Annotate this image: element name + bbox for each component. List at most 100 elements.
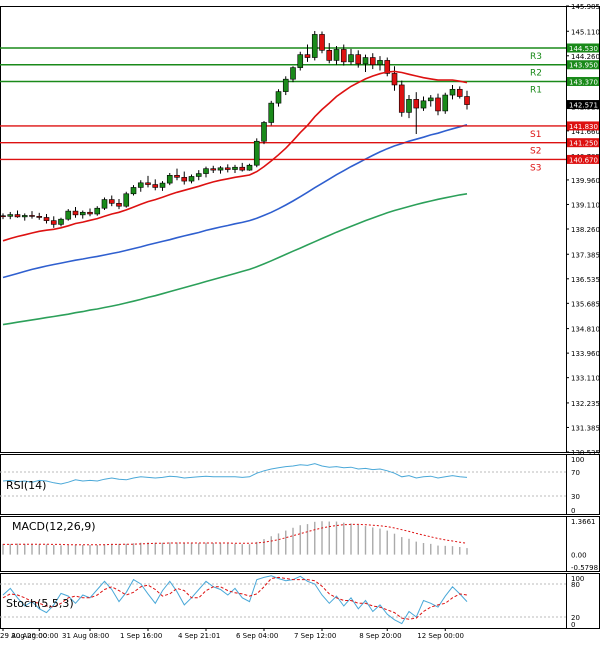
price-y-tick-label: 134.810 [571,326,600,334]
candle-body [94,207,101,215]
macd-panel[interactable]: 1.3661 0.00 -0.5798 MACD(12,26,9) [2,518,598,572]
price-y-tick-label: 141.660 [571,128,600,136]
time-tick-label: 1 Sep 16:00 [120,632,162,640]
rsi-panel[interactable]: 100 70 30 0 RSI(14) [0,456,584,515]
candle-body [188,176,195,182]
price-y-tick-label: 133.110 [571,375,600,383]
level-name-s3: S3 [530,163,541,173]
candle-body [369,57,376,66]
candle-body [435,97,441,112]
macd-signal-line [3,523,468,546]
candle-body [362,57,369,65]
stoch-y-tick-label: 100 [571,575,584,583]
stoch-y-tick-label: 20 [571,614,580,622]
price-y-tick-label: 145.110 [571,28,600,36]
price-y-tick-label: 131.385 [571,424,600,432]
macd-y-tick-label: 1.3661 [571,518,596,526]
stoch-y-tick-label: 0 [571,621,575,629]
price-frame [0,6,600,453]
candle-body [116,203,122,207]
candle-body [87,211,93,215]
current-price-tag [567,100,599,110]
macd-y-tick-label: -0.5798 [571,564,598,572]
candle-body [224,167,231,170]
candle-body [384,60,391,74]
price-panel[interactable]: 145.985145.110144.260143.385142.510141.6… [0,3,600,457]
candle-body [253,140,260,166]
candle-body [398,84,405,113]
candle-body [239,166,246,171]
price-y-tick-label: 144.260 [571,53,600,61]
candle-body [174,175,180,178]
candle-body [65,210,72,220]
rsi-title: RSI(14) [6,479,46,492]
time-tick-label: 4 Sep 21:01 [178,632,220,640]
level-tag-label: 143.370 [569,78,598,86]
price-y-tick-label: 130.535 [571,449,600,457]
candle-body [137,182,144,188]
candle-body [456,88,463,97]
price-y-tick-label: 139.110 [571,201,600,209]
level-tag-r3 [567,43,599,53]
candle-body [326,50,333,61]
stoch-title: Stoch(5,5,3) [6,597,74,610]
candle-body [427,97,434,102]
ma-slow-line [2,193,468,326]
candle-body [348,54,354,63]
level-name-r3: R3 [530,52,542,62]
candle-body [108,199,115,204]
candle-body [123,193,130,207]
level-tag-label: 143.950 [569,62,598,70]
candle-body [181,177,188,182]
level-tag-r2 [567,60,599,70]
candle-body [391,73,398,86]
candle-body [406,99,412,113]
macd-title: MACD(12,26,9) [12,520,96,533]
candle-body [166,175,173,184]
candle-body [268,102,275,123]
price-y-tick-label: 139.960 [571,177,600,185]
price-y-tick-label: 132.235 [571,400,600,408]
candle-body [79,211,86,216]
rsi-y-tick-label: 100 [571,456,584,464]
candle-body [50,220,57,225]
level-name-r2: R2 [530,69,542,79]
stoch-k-line [2,575,468,625]
level-tag-label: 140.670 [569,156,598,164]
candle-body [355,54,362,65]
current-price-label: 142.571 [569,102,598,110]
candle-body [217,167,224,171]
rsi-y-tick-label: 0 [571,507,575,515]
time-tick-label: 31 Aug 08:00 [62,632,109,640]
candle-body [101,199,108,209]
rsi-frame [0,454,600,515]
candle-body [203,168,209,174]
candle-body [21,215,28,218]
candle-body [29,215,35,217]
rsi-y-tick-label: 70 [571,469,580,477]
level-tag-label: 141.830 [569,123,598,131]
level-tag-s1 [567,121,599,131]
level-name-s1: S1 [530,130,541,140]
price-y-tick-label: 138.260 [571,226,600,234]
candle-body [0,215,6,218]
level-tag-s3 [567,154,599,164]
candle-body [311,34,318,58]
level-tag-label: 144.530 [569,45,598,53]
time-tick-label: 7 Sep 12:00 [294,632,336,640]
candle-body [232,166,238,170]
candle-body [304,54,311,58]
time-tick-label: 8 Sep 20:00 [359,632,401,640]
candle-body [297,54,304,68]
candle-body [58,218,64,225]
stoch-y-tick-label: 80 [571,581,580,589]
candle-body [290,67,296,80]
candle-body [333,49,340,61]
level-name-s2: S2 [530,147,541,157]
candle-body [449,88,456,96]
level-tag-s2 [567,138,599,148]
candle-body [340,49,347,63]
rsi-y-tick-label: 30 [571,493,580,501]
